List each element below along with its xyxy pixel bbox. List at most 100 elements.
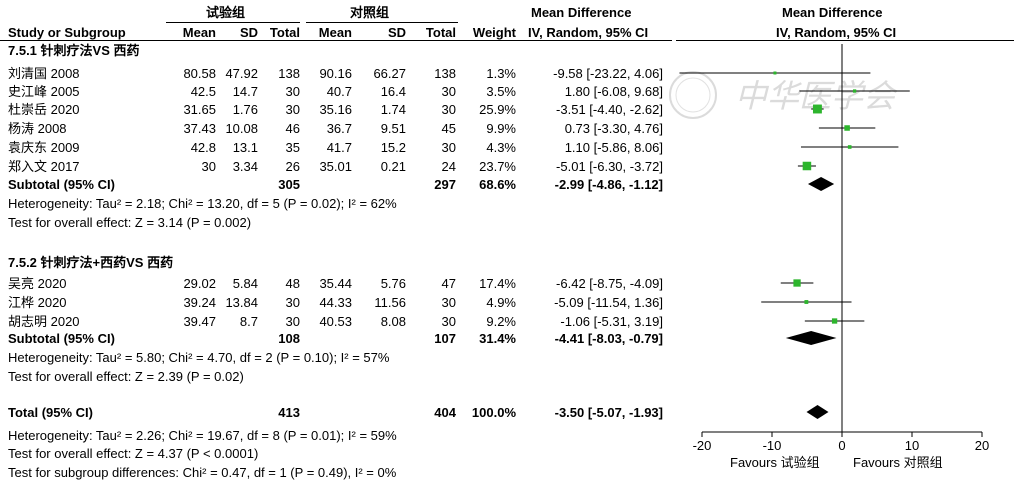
md-ci-value: 1.80 [-6.08, 9.68] bbox=[564, 84, 663, 99]
mean2-column-header: Mean bbox=[318, 25, 352, 40]
exp-sd: 13.1 bbox=[232, 140, 258, 155]
weight-value: 25.9% bbox=[479, 102, 516, 117]
ctrl-sd: 5.76 bbox=[380, 276, 406, 291]
study-name: 袁庆东 2009 bbox=[8, 140, 80, 155]
sd2-column-header: SD bbox=[387, 25, 406, 40]
ctrl-sd: 1.74 bbox=[380, 102, 406, 117]
exp-total: 35 bbox=[285, 140, 300, 155]
subtotal-ctrl-total: 297 bbox=[434, 177, 456, 192]
ctrl-sd: 9.51 bbox=[380, 121, 406, 136]
study-marker bbox=[802, 161, 812, 171]
subtotal-exp-total: 305 bbox=[278, 177, 300, 192]
ctrl-mean: 35.16 bbox=[319, 102, 352, 117]
mean1-column-header: Mean bbox=[182, 25, 216, 40]
exp-mean: 39.47 bbox=[183, 314, 216, 329]
md-ci-value: -5.01 [-6.30, -3.72] bbox=[556, 159, 663, 174]
exp-sd: 5.84 bbox=[232, 276, 258, 291]
subgroup-1-overall-effect: Test for overall effect: Z = 3.14 (P = 0… bbox=[8, 215, 252, 230]
exp-sd: 14.7 bbox=[232, 84, 258, 99]
weight-value: 23.7% bbox=[479, 159, 516, 174]
favours-right-label: Favours 对照组 bbox=[853, 455, 943, 470]
method-left-header: IV, Random, 95% CI bbox=[528, 25, 649, 40]
study-marker bbox=[804, 300, 809, 304]
exp-total: 30 bbox=[285, 84, 300, 99]
total-ctrl-total: 404 bbox=[434, 405, 456, 420]
total-overall-effect: Test for overall effect: Z = 4.37 (P < 0… bbox=[8, 446, 259, 461]
subtotal-weight: 31.4% bbox=[479, 331, 516, 346]
exp-total: 30 bbox=[285, 295, 300, 310]
favours-left-label: Favours 试验组 bbox=[730, 455, 820, 470]
weight-value: 9.9% bbox=[486, 121, 516, 136]
watermark-seal-icon bbox=[669, 71, 717, 119]
ctrl-mean: 41.7 bbox=[326, 140, 352, 155]
subtotal-label: Subtotal (95% CI) bbox=[8, 177, 115, 192]
exp-total: 26 bbox=[285, 159, 300, 174]
md-ci-value: -9.58 [-23.22, 4.06] bbox=[553, 66, 663, 81]
exp-mean: 42.8 bbox=[190, 140, 216, 155]
exp-sd: 10.08 bbox=[225, 121, 258, 136]
weight-value: 3.5% bbox=[486, 84, 516, 99]
subgroup-2-heterogeneity: Heterogeneity: Tau² = 5.80; Chi² = 4.70,… bbox=[8, 350, 390, 365]
x-tick-label: 10 bbox=[905, 438, 919, 453]
study-marker bbox=[847, 145, 852, 149]
ctrl-total: 24 bbox=[441, 159, 456, 174]
study-name: 史江峰 2005 bbox=[8, 84, 80, 99]
study-marker bbox=[844, 125, 850, 131]
md-left-header: Mean Difference bbox=[531, 5, 632, 20]
weight-value: 9.2% bbox=[486, 314, 516, 329]
ctrl-group-rule bbox=[306, 22, 458, 23]
weight-value: 17.4% bbox=[479, 276, 516, 291]
exp-mean: 80.58 bbox=[183, 66, 216, 81]
total-diamond bbox=[806, 405, 829, 419]
ctrl-total: 30 bbox=[441, 102, 456, 117]
subtotal-weight: 68.6% bbox=[479, 177, 516, 192]
subtotal-diamond bbox=[807, 177, 835, 191]
weight-value: 1.3% bbox=[486, 66, 516, 81]
ctrl-total: 47 bbox=[441, 276, 456, 291]
study-name: 吴亮 2020 bbox=[8, 276, 67, 291]
md-ci-value: 1.10 [-5.86, 8.06] bbox=[564, 140, 663, 155]
x-tick-label: -20 bbox=[693, 438, 712, 453]
ctrl-sd: 15.2 bbox=[380, 140, 406, 155]
study-marker bbox=[852, 89, 857, 93]
subtotal-label: Subtotal (95% CI) bbox=[8, 331, 115, 346]
study-name: 杜崇岳 2020 bbox=[8, 102, 80, 117]
subgroup-1-heterogeneity: Heterogeneity: Tau² = 2.18; Chi² = 13.20… bbox=[8, 196, 397, 211]
ctrl-total: 45 bbox=[441, 121, 456, 136]
study-name: 江桦 2020 bbox=[8, 295, 67, 310]
x-tick-label: 20 bbox=[975, 438, 989, 453]
exp-sd: 3.34 bbox=[232, 159, 258, 174]
exp-sd: 8.7 bbox=[239, 314, 258, 329]
exp-total: 30 bbox=[285, 314, 300, 329]
md-ci-value: -5.09 [-11.54, 1.36] bbox=[554, 295, 663, 310]
ctrl-sd: 11.56 bbox=[374, 295, 406, 310]
ctrl-mean: 40.7 bbox=[326, 84, 352, 99]
subgroup-2-overall-effect: Test for overall effect: Z = 2.39 (P = 0… bbox=[8, 369, 244, 384]
total-label: Total (95% CI) bbox=[8, 405, 93, 420]
exp-mean: 31.65 bbox=[183, 102, 216, 117]
table-header-rule bbox=[0, 40, 672, 41]
ctrl-mean: 35.44 bbox=[319, 276, 352, 291]
total-heterogeneity: Heterogeneity: Tau² = 2.26; Chi² = 19.67… bbox=[8, 428, 397, 443]
ctrl-total: 30 bbox=[441, 295, 456, 310]
x-tick-label: 0 bbox=[838, 438, 845, 453]
ctrl-sd: 8.08 bbox=[380, 314, 406, 329]
subtotal-md-ci: -4.41 [-8.03, -0.79] bbox=[554, 331, 663, 346]
exp-group-header: 试验组 bbox=[206, 5, 246, 20]
md-right-header: Mean Difference bbox=[782, 5, 883, 20]
subgroup-1-title: 7.5.1 针刺疗法VS 西药 bbox=[8, 43, 140, 58]
x-tick-label: -10 bbox=[763, 438, 782, 453]
subgroup-2-title: 7.5.2 针刺疗法+西药VS 西药 bbox=[8, 255, 174, 270]
ctrl-total: 30 bbox=[441, 314, 456, 329]
weight-value: 4.3% bbox=[486, 140, 516, 155]
plot-header-rule bbox=[676, 40, 1014, 41]
study-marker bbox=[831, 318, 838, 324]
study-column-header: Study or Subgroup bbox=[8, 25, 126, 40]
total-exp-total: 413 bbox=[278, 405, 300, 420]
sd1-column-header: SD bbox=[239, 25, 258, 40]
exp-sd: 13.84 bbox=[225, 295, 258, 310]
md-ci-value: -1.06 [-5.31, 3.19] bbox=[560, 314, 663, 329]
exp-sd: 47.92 bbox=[225, 66, 258, 81]
